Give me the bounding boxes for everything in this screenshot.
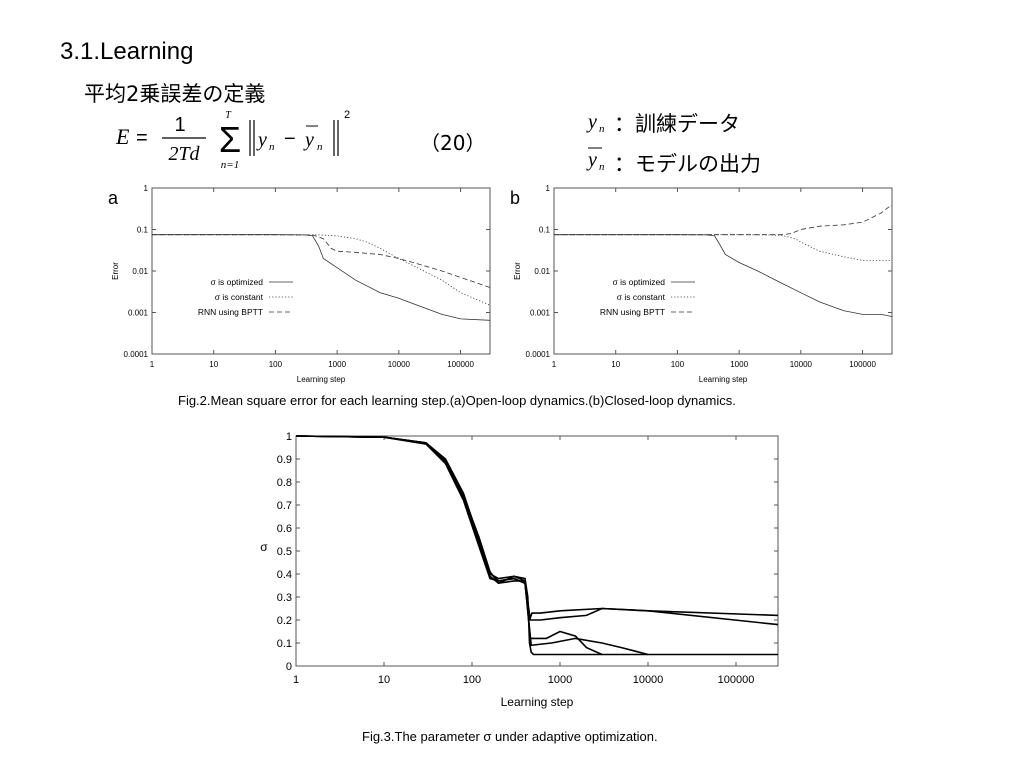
y-tick-label: 0 (286, 661, 292, 673)
slide-subheading: 平均2乗誤差の定義 (84, 82, 266, 106)
x-tick-label: 10000 (790, 360, 813, 369)
y-tick-label: 0.4 (277, 569, 292, 581)
y-tick-label: 0.001 (530, 308, 551, 317)
x-tick-label: 1 (150, 360, 155, 369)
x-tick-label: 1000 (328, 360, 346, 369)
slide-heading: 3.1.Learning (60, 38, 194, 65)
x-tick-label: 10000 (388, 360, 411, 369)
series-line (295, 435, 649, 656)
series-line (152, 234, 491, 288)
x-tick-label: 10000 (633, 674, 664, 686)
y-tick-label: 0.0001 (526, 350, 551, 359)
fig3-caption: Fig.3.The parameter σ under adaptive opt… (362, 729, 658, 744)
y-axis-label: σ (260, 540, 268, 554)
def-symbol-ybar-sub: n (599, 161, 605, 173)
y-tick-label: 1 (144, 184, 149, 193)
x-tick-label: 100 (671, 360, 685, 369)
eq-sum-top: T (225, 110, 232, 121)
fig2a-chart: 1 10 100 1000 10000 100000 0.0001 0.001 0.01 0.1 1… (108, 184, 491, 384)
legend-label: σ is optimized (211, 277, 264, 287)
y-tick-label: 0.1 (539, 225, 551, 234)
legend-label: RNN using BPTT (198, 307, 263, 317)
y-axis-label: Error (513, 262, 522, 280)
y-tick-label: 1 (546, 184, 551, 193)
legend-label: σ is optimized (613, 277, 666, 287)
legend-label: σ is constant (617, 292, 666, 302)
series-line (295, 435, 778, 656)
y-tick-label: 0.1 (137, 225, 149, 234)
panel-label: b (510, 188, 520, 208)
x-tick-label: 10 (378, 674, 390, 686)
def-symbol-ybar: y (586, 149, 597, 171)
y-tick-label: 0.7 (277, 500, 292, 512)
fig2b-chart: 1 10 100 1000 10000 100000 0.0001 0.001 0.01 0.1 1… (510, 184, 893, 384)
x-tick-label: 1 (552, 360, 557, 369)
y-tick-label: 0.8 (277, 477, 292, 489)
legend-label: σ is constant (215, 292, 264, 302)
eq-denominator: 2Td (168, 143, 200, 165)
def-symbol-yn-sub: n (599, 123, 605, 135)
series-line (554, 234, 893, 317)
eq-power: 2 (344, 109, 350, 121)
x-tick-label: 1 (293, 674, 299, 686)
fig2-caption: Fig.2.Mean square error for each learnin… (178, 393, 736, 408)
plot-frame (553, 187, 893, 355)
defs-symbols: y n y n (586, 111, 605, 173)
series-line (295, 435, 603, 656)
mse-equation: E = 1 2Td T Σ n=1 y n − y n 2 (115, 109, 350, 171)
y-tick-label: 0.6 (277, 523, 292, 535)
equation-number: （20） (420, 131, 486, 155)
eq-sum-bottom: n=1 (221, 159, 239, 171)
eq-lhs: E (115, 124, 130, 149)
x-tick-label: 1000 (548, 674, 572, 686)
y-tick-label: 0.9 (277, 454, 292, 466)
x-axis-label: Learning step (297, 375, 346, 384)
series-line (295, 435, 779, 626)
y-tick-label: 0.2 (277, 615, 292, 627)
series-line (554, 234, 892, 261)
series-line (554, 204, 893, 236)
legend-label: RNN using BPTT (600, 307, 665, 317)
eq-term-ybar: y (303, 129, 314, 151)
eq-minus: − (284, 128, 296, 150)
plot-frame (295, 435, 779, 667)
eq-term-sub-2: n (317, 141, 323, 153)
y-axis-label: Error (111, 262, 120, 280)
eq-term-y: y (256, 129, 267, 151)
x-tick-label: 100 (463, 674, 481, 686)
x-tick-label: 100000 (849, 360, 876, 369)
def-symbol-yn: y (586, 111, 597, 133)
x-tick-label: 100000 (718, 674, 755, 686)
x-tick-label: 10 (611, 360, 620, 369)
sum-icon: Σ (219, 119, 241, 160)
y-tick-label: 0.3 (277, 592, 292, 604)
x-tick-label: 10 (209, 360, 218, 369)
eq-numerator: 1 (174, 114, 185, 136)
x-tick-label: 1000 (730, 360, 748, 369)
y-tick-label: 0.01 (132, 267, 148, 276)
y-tick-label: 1 (286, 431, 292, 443)
panel-label: a (108, 188, 119, 208)
series-line (152, 234, 491, 306)
x-tick-label: 100 (269, 360, 283, 369)
y-tick-label: 0.0001 (124, 350, 149, 359)
eq-term-sub: n (269, 141, 275, 153)
y-tick-label: 0.1 (277, 638, 292, 650)
x-axis-label: Learning step (699, 375, 748, 384)
plot-frame (151, 187, 491, 355)
series-line (295, 435, 779, 621)
series-line (152, 234, 491, 321)
y-tick-label: 0.01 (534, 267, 550, 276)
y-tick-label: 0.5 (277, 546, 292, 558)
fig3-chart: 1 10 100 1000 10000 100000 0 0.1 0.2 0.3 0.4 0.5 0.6… (260, 431, 779, 709)
y-tick-label: 0.001 (128, 308, 149, 317)
def-model-output: ：モデルの出力 (614, 152, 761, 176)
def-training-data: ：訓練データ (614, 112, 740, 136)
eq-equals: = (136, 127, 148, 149)
x-axis-label: Learning step (501, 695, 574, 709)
x-tick-label: 100000 (447, 360, 474, 369)
